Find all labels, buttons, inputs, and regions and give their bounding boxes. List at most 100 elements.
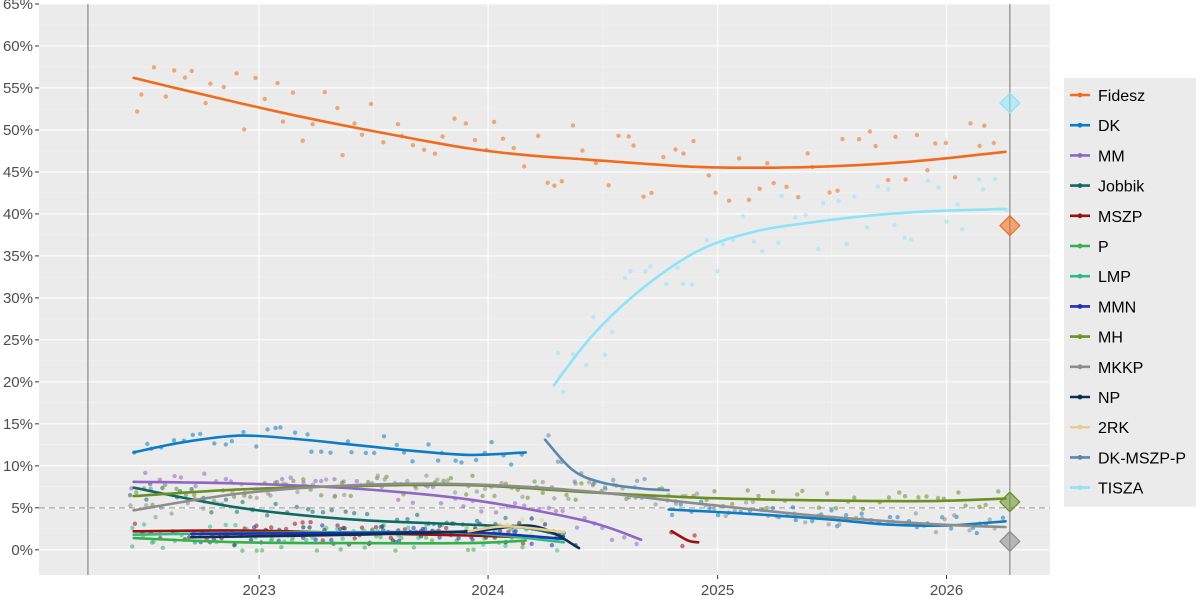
legend-dot-jobbik xyxy=(1077,183,1083,189)
poll-point-np xyxy=(232,543,237,548)
poll-point-jobbik xyxy=(144,497,149,502)
poll-point-mkkp xyxy=(201,506,206,511)
poll-point-dk xyxy=(190,432,195,438)
legend-label-p: P xyxy=(1098,239,1109,256)
poll-point-mh xyxy=(579,481,584,486)
poll-point-fidesz xyxy=(713,190,718,195)
poll-point-fidesz xyxy=(335,105,340,111)
poll-point-mkkp xyxy=(933,530,939,535)
poll-point-mszp xyxy=(680,543,685,549)
legend-dot-mszp xyxy=(1077,213,1083,219)
poll-point-mmn xyxy=(420,526,425,532)
poll-point-mm xyxy=(396,497,401,503)
y-tick-label-13: 65% xyxy=(3,0,33,13)
poll-point-mh xyxy=(174,486,179,491)
poll-point-fidesz xyxy=(491,119,497,125)
poll-point-p xyxy=(520,545,525,550)
poll-point-dk xyxy=(426,442,431,447)
poll-point-tisza xyxy=(622,275,628,281)
legend-dot-mh xyxy=(1077,334,1083,339)
poll-point-mh xyxy=(833,506,839,511)
poll-point-jobbik xyxy=(503,515,508,521)
poll-point-2rk xyxy=(539,518,544,523)
poll-point-fidesz xyxy=(977,143,982,149)
poll-point-mh xyxy=(192,492,197,498)
poll-point-lmp xyxy=(233,523,238,528)
poll-point-mszp xyxy=(308,520,313,525)
poll-point-dk xyxy=(715,513,721,518)
poll-point-fidesz xyxy=(765,161,770,166)
poll-point-mkkp xyxy=(520,494,525,499)
poll-point-mh xyxy=(301,477,306,482)
poll-point-mm xyxy=(172,473,177,479)
poll-point-mm xyxy=(319,478,324,484)
poll-point-dk xyxy=(895,515,900,520)
poll-point-p xyxy=(160,545,165,550)
legend-label-dk-mszp-p: DK-MSZP-P xyxy=(1098,450,1186,467)
poll-point-mmn xyxy=(329,537,334,543)
poll-point-dk xyxy=(145,441,150,447)
poll-point-fidesz xyxy=(746,197,752,202)
poll-point-fidesz xyxy=(885,177,891,183)
poll-point-dk xyxy=(508,462,514,467)
poll-point-dk-mszp-p xyxy=(546,433,551,438)
poll-point-mh xyxy=(816,505,822,510)
poll-point-tisza xyxy=(925,178,931,183)
poll-point-p xyxy=(411,545,417,550)
poll-point-fidesz xyxy=(189,68,194,74)
poll-point-fidesz xyxy=(472,137,478,143)
poll-point-tisza xyxy=(992,177,998,182)
result-marker-tisza xyxy=(999,92,1021,114)
poll-point-mh xyxy=(274,479,280,485)
poll-point-tisza xyxy=(591,314,596,320)
poll-point-jobbik xyxy=(370,527,375,532)
poll-point-dk xyxy=(223,442,228,447)
poll-point-tisza xyxy=(902,235,907,240)
poll-point-dk xyxy=(948,526,954,531)
poll-point-mh xyxy=(756,493,761,499)
poll-point-mh xyxy=(860,506,866,512)
poll-point-mm xyxy=(622,535,627,540)
poll-point-mm xyxy=(410,500,415,505)
poll-point-fidesz xyxy=(310,122,315,127)
poll-point-dk-mszp-p xyxy=(611,477,616,483)
poll-point-mh xyxy=(916,495,921,500)
legend-label-tisza: TISZA xyxy=(1098,481,1144,498)
poll-point-mkkp xyxy=(342,492,347,498)
poll-point-mh xyxy=(319,493,324,498)
poll-point-mh xyxy=(795,492,800,497)
legend-dot-mkkp xyxy=(1077,364,1083,370)
poll-point-np xyxy=(186,535,192,540)
poll-point-fidesz xyxy=(726,198,732,203)
poll-point-mm xyxy=(279,476,285,482)
poll-point-tisza xyxy=(584,363,589,368)
poll-point-mkkp xyxy=(653,502,658,507)
poll-point-fidesz xyxy=(873,143,878,149)
poll-point-dk xyxy=(212,441,217,446)
poll-point-dk xyxy=(707,506,712,511)
poll-point-dk xyxy=(887,514,893,520)
poll-point-fidesz xyxy=(208,81,213,86)
poll-point-fidesz xyxy=(867,129,873,134)
legend-background xyxy=(1064,78,1196,507)
poll-point-tisza xyxy=(909,237,914,242)
poll-point-tisza xyxy=(816,246,821,252)
poll-point-jobbik xyxy=(405,517,410,522)
poll-point-dk xyxy=(793,517,798,523)
poll-point-tisza xyxy=(776,240,781,245)
poll-point-mh xyxy=(935,495,941,501)
poll-point-tisza xyxy=(865,225,870,230)
poll-point-fidesz xyxy=(421,147,427,152)
poll-point-jobbik xyxy=(305,507,311,512)
poll-point-np xyxy=(497,528,503,534)
legend-label-mszp: MSZP xyxy=(1098,209,1142,226)
poll-point-p xyxy=(423,535,429,540)
legend-dot-dk xyxy=(1077,122,1083,128)
poll-point-fidesz xyxy=(340,153,345,158)
poll-point-fidesz xyxy=(952,175,958,180)
poll-point-mh xyxy=(800,488,805,494)
poll-point-jobbik xyxy=(415,512,420,518)
poll-point-mh xyxy=(532,479,537,484)
legend-label-mm: MM xyxy=(1098,148,1125,165)
poll-point-p xyxy=(279,545,284,550)
